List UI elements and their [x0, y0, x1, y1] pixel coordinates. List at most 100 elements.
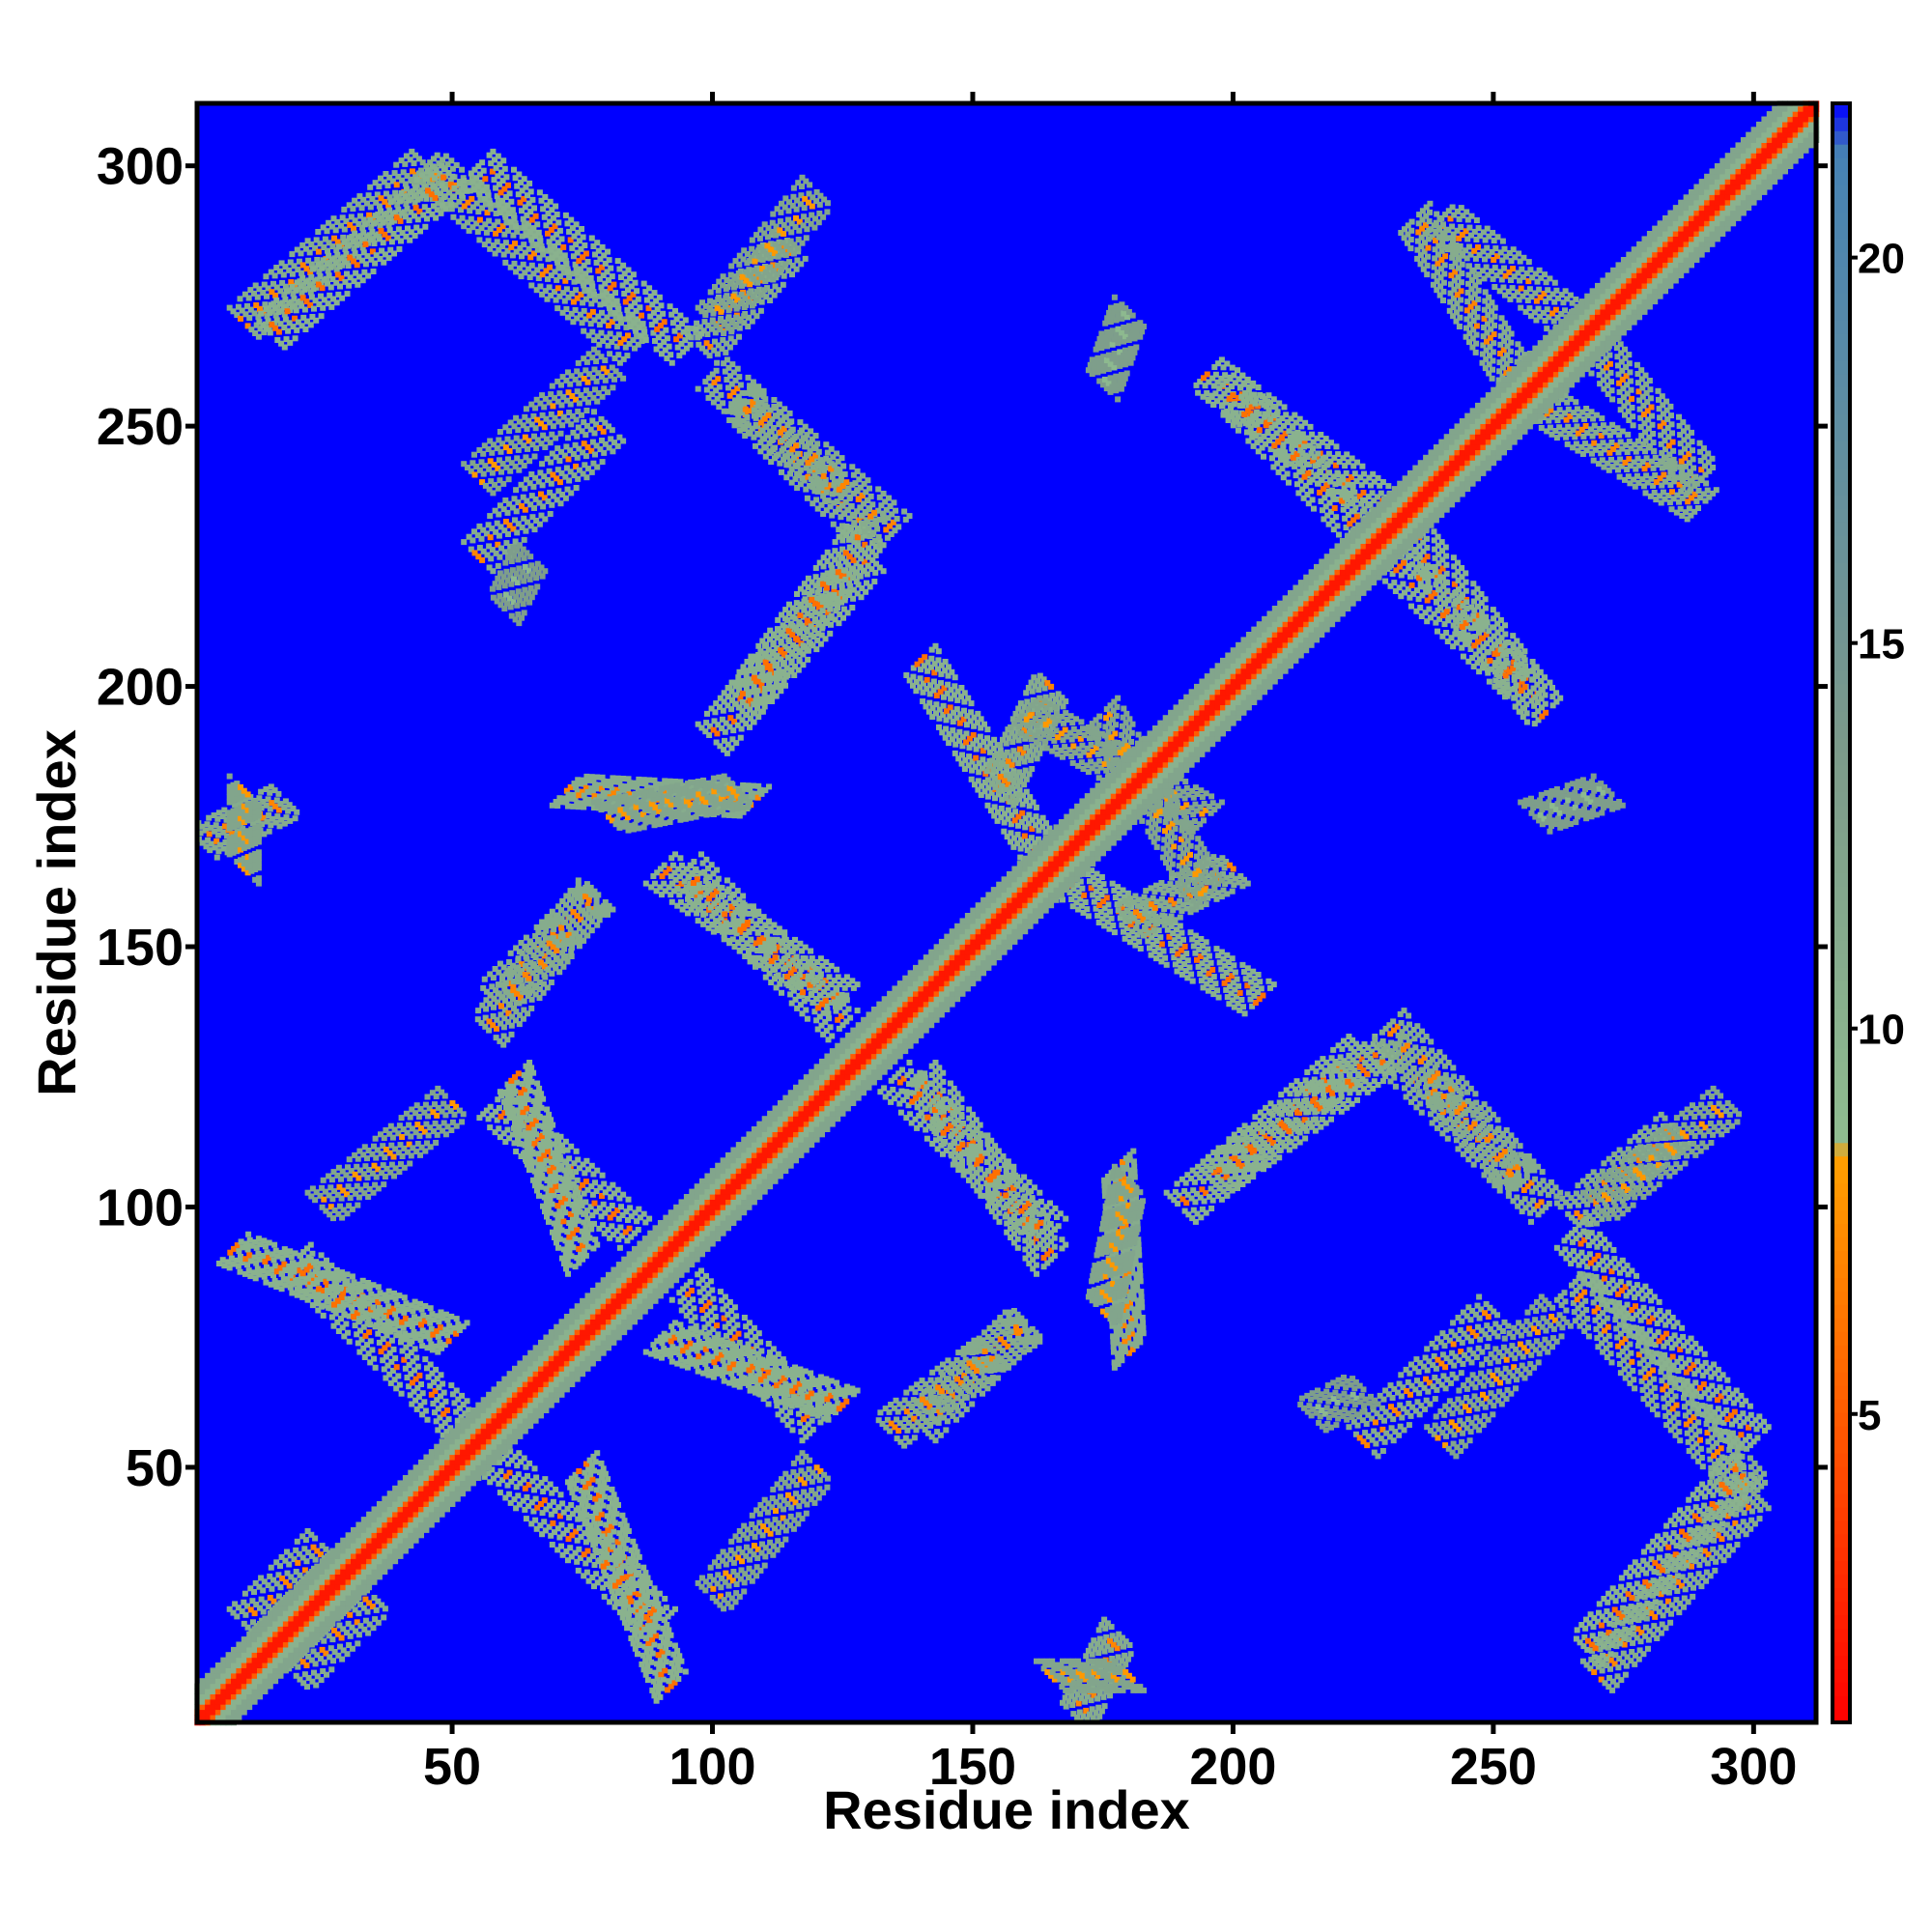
heatmap-cell: [632, 345, 638, 352]
heatmap-cell: [1609, 1159, 1616, 1166]
heatmap-cell: [373, 1154, 380, 1161]
heatmap-cell: [388, 1142, 395, 1149]
heatmap-cell: [947, 1089, 953, 1095]
heatmap-cell: [713, 739, 720, 746]
heatmap-cell: [771, 292, 778, 298]
heatmap-cell: [327, 1204, 334, 1210]
heatmap-cell: [1378, 1435, 1384, 1442]
heatmap-cell: [770, 1486, 777, 1492]
heatmap-cell: [1682, 1412, 1689, 1419]
heatmap-cell: [474, 228, 481, 235]
heatmap-cell: [1321, 1075, 1326, 1082]
heatmap-cell: [1612, 1652, 1619, 1659]
heatmap-cell: [414, 1122, 421, 1128]
heatmap-cell: [487, 1103, 494, 1110]
heatmap-cell: [573, 1148, 580, 1154]
heatmap-cell: [1382, 1387, 1389, 1394]
heatmap-cell: [1241, 1170, 1247, 1177]
heatmap-cell: [585, 332, 592, 339]
heatmap-cell: [1686, 1408, 1692, 1415]
heatmap-cell: [1338, 1094, 1345, 1100]
heatmap-cell: [850, 984, 857, 991]
heatmap-cell: [978, 1192, 984, 1199]
heatmap-cell: [797, 1419, 804, 1426]
heatmap-cell: [609, 319, 615, 326]
heatmap-cell: [549, 450, 555, 457]
heatmap-cell: [1402, 1085, 1407, 1092]
heatmap-cell: [687, 1278, 694, 1285]
heatmap-cell: [601, 449, 608, 456]
heatmap-cell: [735, 1546, 742, 1552]
heatmap-cell: [719, 346, 725, 353]
heatmap-cell: [383, 1127, 389, 1133]
heatmap-cell: [262, 301, 269, 308]
heatmap-cell: [514, 228, 521, 235]
heatmap-cell: [1650, 1132, 1657, 1139]
heatmap-cell: [1695, 1458, 1702, 1464]
heatmap-cell: [1111, 1364, 1118, 1371]
heatmap-cell: [1432, 1396, 1438, 1403]
heatmap-cell: [308, 261, 315, 268]
heatmap-cell: [767, 944, 774, 951]
heatmap-cell: [513, 508, 520, 515]
heatmap-cell: [226, 304, 233, 311]
heatmap-cell: [1694, 1579, 1701, 1586]
heatmap-cell: [510, 1111, 517, 1118]
heatmap-cell: [960, 1403, 966, 1409]
heatmap-cell: [1661, 1143, 1667, 1150]
heatmap-cell: [735, 713, 742, 720]
heatmap-cell: [1686, 1448, 1692, 1454]
heatmap-cell: [614, 1186, 621, 1193]
heatmap-cell: [747, 954, 753, 961]
heatmap-cell: [1708, 1426, 1715, 1433]
heatmap-cell: [636, 776, 642, 782]
heatmap-cell: [859, 534, 865, 541]
heatmap-cell: [287, 259, 294, 266]
heatmap-cell: [731, 719, 738, 724]
heatmap-cell: [585, 1166, 591, 1173]
heatmap-cell: [573, 287, 580, 294]
heatmap-cell: [1508, 1177, 1514, 1183]
heatmap-cell: [815, 966, 822, 973]
heatmap-cell: [1364, 1442, 1371, 1449]
heatmap-cell: [240, 825, 246, 832]
heatmap-cell: [1718, 1545, 1724, 1551]
heatmap-cell: [1604, 1315, 1610, 1321]
heatmap-cell: [723, 1570, 729, 1577]
heatmap-cell: [846, 592, 853, 598]
heatmap-cell: [625, 776, 632, 782]
heatmap-cell: [1003, 1330, 1009, 1337]
heatmap-cell: [1117, 1325, 1123, 1332]
heatmap-cell: [819, 962, 826, 969]
heatmap-cell: [334, 218, 341, 225]
heatmap-cell: [1378, 1405, 1385, 1411]
heatmap-cell: [1719, 1536, 1725, 1543]
heatmap-cell: [606, 323, 611, 328]
heatmap-cell: [753, 442, 758, 449]
heatmap-cell: [441, 1093, 448, 1099]
heatmap-cell: [566, 935, 573, 942]
heatmap-cell: [1613, 1643, 1620, 1650]
heatmap-cell: [592, 1179, 598, 1186]
heatmap-cell: [770, 940, 777, 947]
heatmap-cell: [1063, 1703, 1069, 1710]
heatmap-cell: [1104, 1229, 1111, 1236]
heatmap-cell: [977, 1140, 983, 1146]
heatmap-cell: [709, 326, 715, 332]
heatmap-cell: [1653, 1135, 1660, 1142]
heatmap-cell: [1332, 1078, 1339, 1085]
heatmap-cell: [1227, 1155, 1233, 1162]
heatmap-cell: [1623, 1345, 1630, 1351]
heatmap-cell: [273, 284, 280, 291]
heatmap-cell: [1010, 1169, 1017, 1176]
heatmap-cell: [415, 156, 422, 162]
heatmap-cell: [567, 905, 574, 912]
heatmap-cell: [596, 425, 603, 431]
heatmap-cell: [1629, 1649, 1635, 1655]
heatmap-cell: [607, 1235, 613, 1241]
heatmap-cell: [763, 948, 770, 954]
heatmap-cell: [526, 480, 533, 487]
heatmap-cell: [605, 1227, 611, 1234]
heatmap-cell: [580, 470, 586, 477]
heatmap-cell: [637, 780, 643, 786]
